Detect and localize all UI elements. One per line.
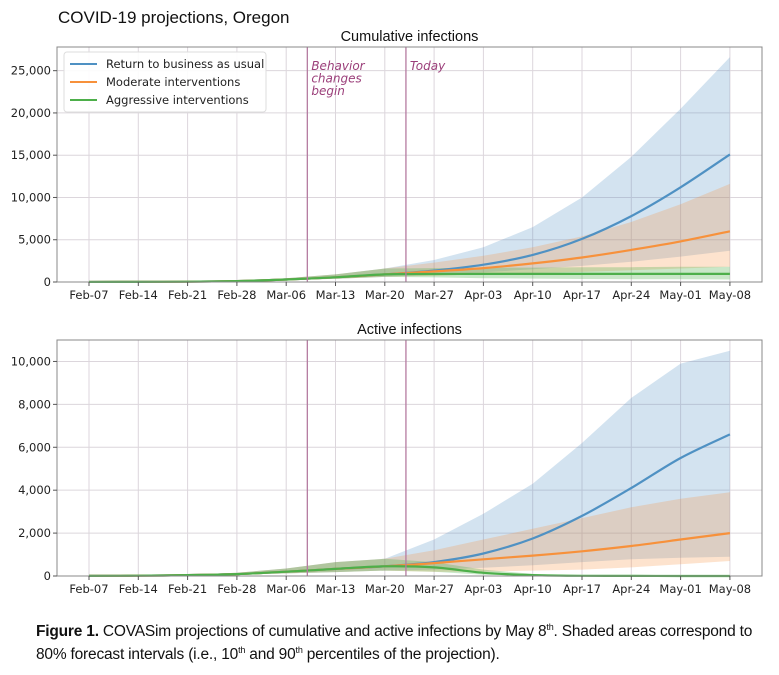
y-tick-label: 4,000 (18, 483, 51, 497)
x-tick-label: Mar-06 (266, 582, 306, 596)
caption-sup: th (238, 644, 246, 655)
caption-text: percentiles of the projection). (302, 646, 500, 663)
forecast-band-moderate (89, 183, 730, 282)
x-tick-label: Apr-17 (563, 582, 601, 596)
legend-box (63, 51, 267, 113)
legend-label: Return to business as usual (106, 57, 264, 71)
x-tick-label: Mar-13 (316, 288, 356, 302)
legend-label: Moderate interventions (106, 75, 240, 89)
y-tick-label: 0 (44, 275, 51, 289)
y-tick-label: 25,000 (11, 64, 51, 78)
active-infections-chart: Feb-07 Feb-14 Feb-21 Feb-28 Mar-06 Mar-13 Mar-… (11, 339, 763, 596)
y-tick-label: 6,000 (18, 440, 51, 454)
chart-title-active: Active infections (357, 322, 462, 338)
x-tick-label: Mar-20 (365, 288, 405, 302)
x-tick-label: Feb-28 (217, 582, 256, 596)
x-tick-label: Apr-10 (514, 288, 552, 302)
y-tick-label: 20,000 (11, 106, 51, 120)
x-tick-label: Feb-21 (168, 582, 207, 596)
x-tick-label: Apr-03 (464, 288, 502, 302)
y-tick-label: 2,000 (18, 526, 51, 540)
x-tick-label: Mar-27 (414, 582, 454, 596)
x-tick-label: Mar-20 (365, 582, 405, 596)
x-tick-label: Mar-13 (316, 582, 356, 596)
annotation-label: changes (311, 72, 361, 86)
x-tick-label: Feb-14 (119, 288, 158, 302)
x-tick-label: May-01 (659, 288, 701, 302)
chart-title-cumulative: Cumulative infections (340, 29, 479, 45)
x-tick-label: Apr-03 (464, 582, 502, 596)
annotation-label: begin (311, 84, 345, 98)
figure-caption: Figure 1. COVASim projections of cumulat… (36, 620, 756, 666)
forecast-band-moderate (89, 492, 730, 576)
annotation-label: Behavior (311, 59, 365, 73)
x-tick-label: Apr-17 (563, 288, 601, 302)
caption-text: COVASim projections of cumulative and ac… (98, 623, 547, 640)
y-tick-label: 8,000 (18, 397, 51, 411)
x-tick-label: Feb-21 (168, 288, 207, 302)
caption-sup: th (546, 621, 554, 632)
y-tick-label: 10,000 (11, 354, 51, 368)
x-tick-label: May-01 (659, 582, 701, 596)
x-tick-label: Mar-27 (414, 288, 454, 302)
caption-sup: th (295, 644, 303, 655)
y-tick-label: 0 (44, 569, 51, 583)
caption-text: and 90 (245, 646, 296, 663)
y-tick-label: 5,000 (18, 233, 51, 247)
plot-frame (56, 339, 763, 577)
x-tick-label: Feb-07 (69, 582, 108, 596)
x-tick-label: Apr-10 (514, 582, 552, 596)
caption-text: . Shaded areas correspond to 80% forecas… (36, 623, 753, 663)
annotation-label: Today (410, 59, 446, 73)
caption-label: Figure 1. (36, 623, 99, 640)
x-tick-label: May-08 (709, 582, 751, 596)
x-tick-label: Feb-07 (69, 288, 108, 302)
figure-title: COVID-19 projections, Oregon (58, 8, 290, 27)
legend-label: Aggressive interventions (106, 93, 249, 107)
x-tick-label: Apr-24 (612, 288, 650, 302)
x-tick-label: Mar-06 (266, 288, 306, 302)
x-tick-label: May-08 (709, 288, 751, 302)
x-tick-label: Feb-28 (217, 288, 256, 302)
y-tick-label: 15,000 (11, 148, 51, 162)
y-tick-label: 10,000 (11, 190, 51, 204)
forecast-band-business-as-usual (89, 57, 730, 282)
x-tick-label: Feb-14 (119, 582, 158, 596)
x-tick-label: Apr-24 (612, 582, 650, 596)
plot-frame (56, 46, 763, 283)
forecast-band-business-as-usual (89, 350, 730, 576)
